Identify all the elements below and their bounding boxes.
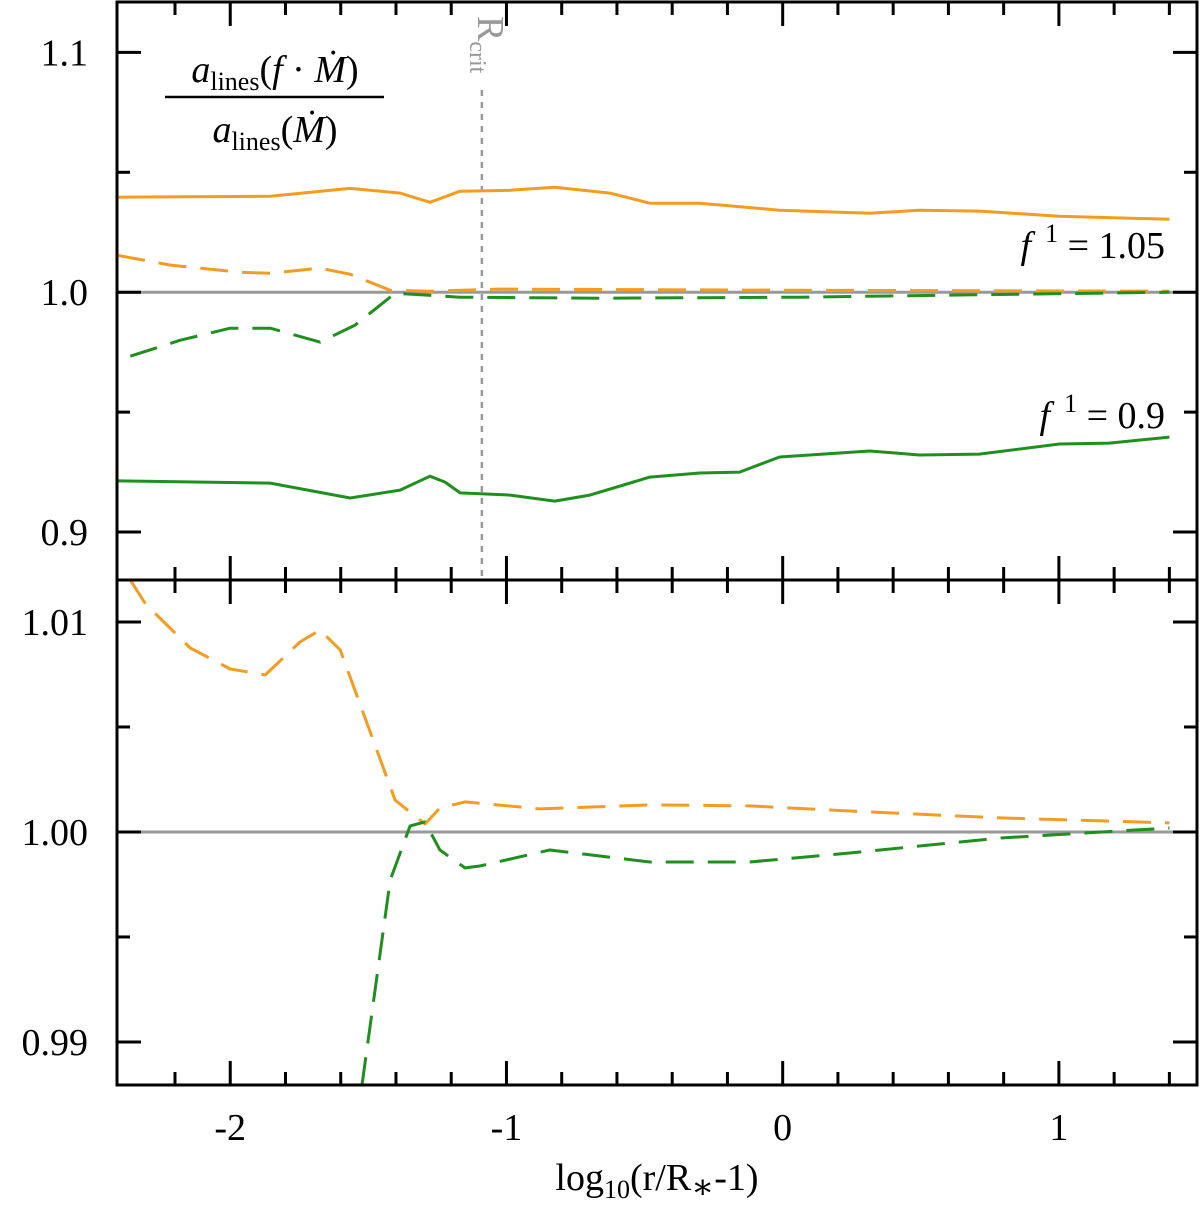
text-part: 1 [1045, 219, 1058, 248]
text-part: ∗ [691, 1169, 714, 1205]
x-axis-label: log10(r/R∗-1) [555, 1157, 758, 1205]
text-part: a [212, 109, 231, 151]
y-tick-label: 1.01 [22, 602, 89, 644]
text-part: ) [346, 49, 359, 91]
text-part: ( [259, 49, 272, 91]
data-line [129, 290, 1170, 358]
x-tick-label: 1 [1049, 1107, 1068, 1149]
data-line [117, 185, 1170, 221]
text-part: f [1021, 225, 1036, 267]
text-part: = 1.05 [1058, 225, 1165, 267]
data-line [117, 253, 1170, 293]
text-part: ) [325, 109, 338, 151]
text-part: (r/R [630, 1157, 692, 1199]
text-part: Ṁ [313, 49, 348, 91]
y-tick-label: 0.9 [41, 512, 89, 554]
data-line [360, 820, 1170, 1085]
text-part: lines [231, 127, 280, 156]
text-part: Ṁ [292, 109, 327, 151]
y-tick-label: 1.1 [41, 32, 89, 74]
data-line [117, 435, 1170, 503]
y-tick-label: 1.00 [22, 812, 89, 854]
text-part: f [1040, 395, 1055, 437]
plot-area [117, 580, 1197, 1085]
text-part: · [283, 49, 315, 91]
text-part: crit [464, 41, 490, 73]
text-part: 1 [1064, 389, 1077, 418]
x-tick-label: 0 [773, 1107, 792, 1149]
data-line [129, 580, 1170, 826]
x-tick-label: -2 [214, 1107, 246, 1149]
ylabel-numerator: alines(f · Ṁ) [191, 49, 358, 96]
x-tick-label: -1 [491, 1107, 523, 1149]
ylabel-denominator: alines(Ṁ) [212, 109, 337, 156]
text-part: -1) [714, 1157, 758, 1199]
axes-frame [115, 578, 1199, 1087]
text-part: a [191, 49, 210, 91]
text-part: = 0.9 [1077, 395, 1165, 437]
text-part: 10 [604, 1175, 630, 1204]
plot-area [117, 90, 1197, 580]
rcrit-label: Rcrit [464, 16, 511, 74]
text-part: lines [210, 67, 259, 96]
text-part: ( [281, 109, 294, 151]
text-part: log [555, 1157, 604, 1199]
y-tick-label: 0.99 [22, 1022, 89, 1064]
y-tick-label: 1.0 [41, 272, 89, 314]
text-part: R [469, 16, 511, 42]
